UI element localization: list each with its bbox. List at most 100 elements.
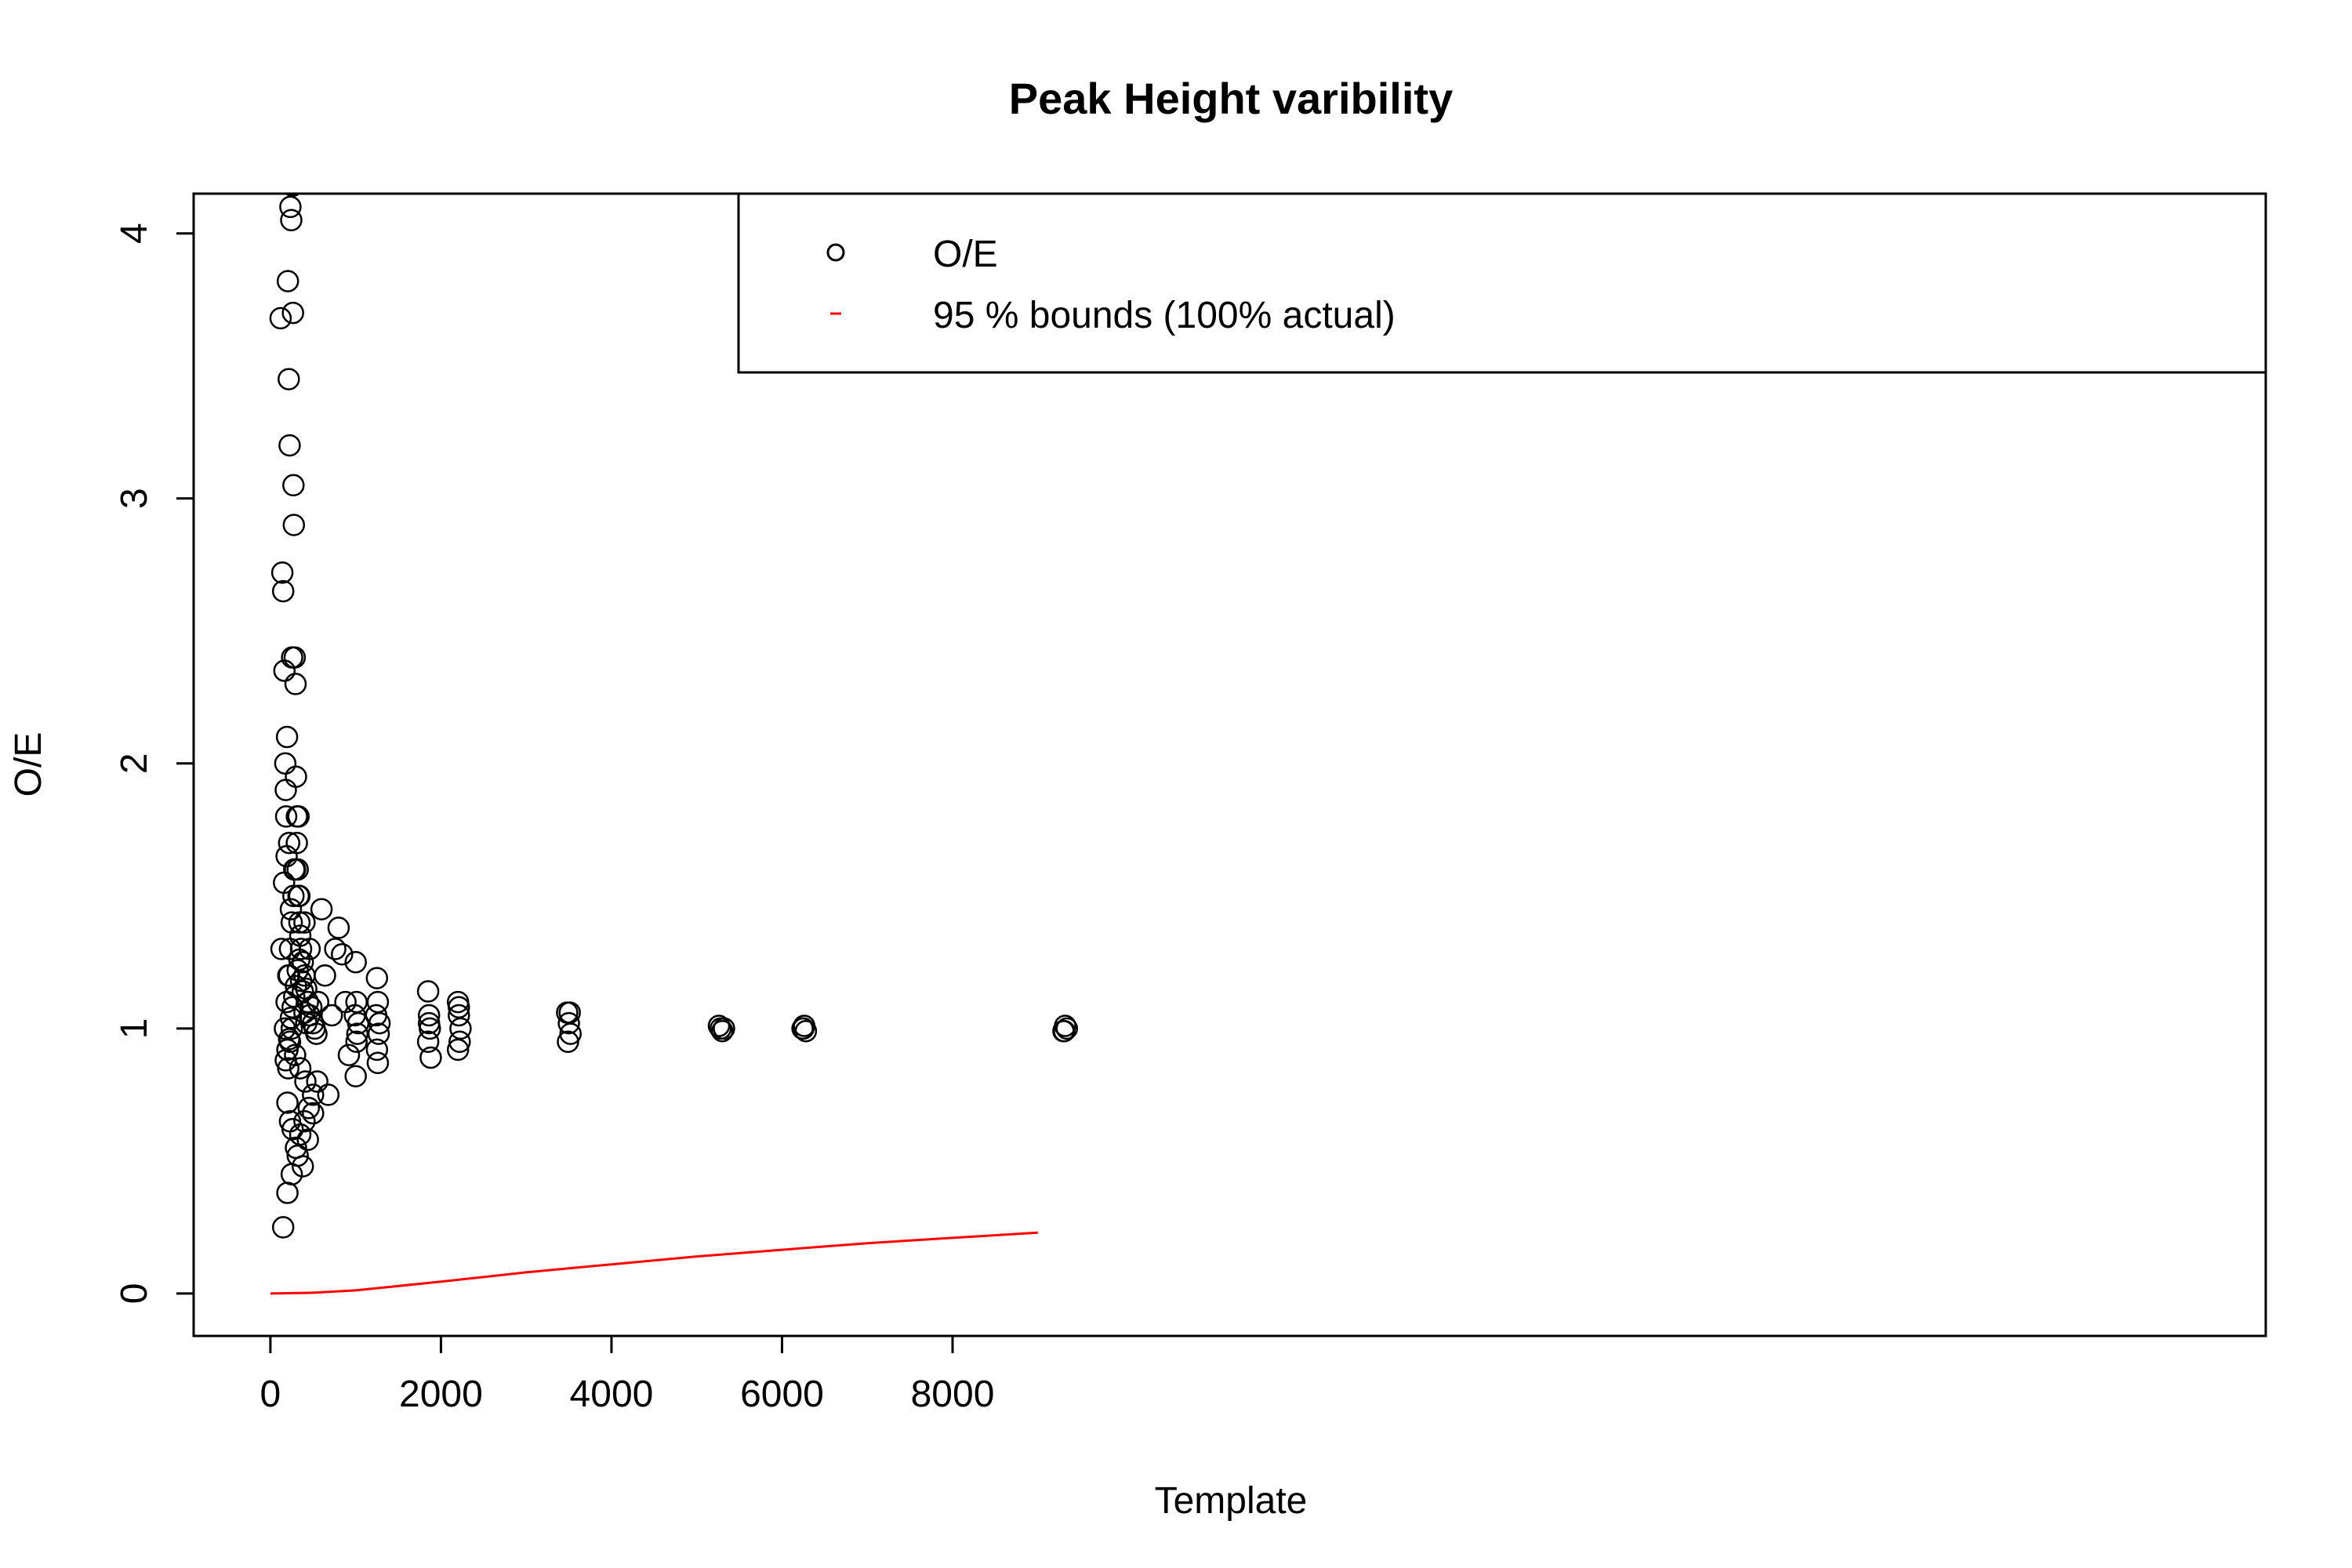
data-point bbox=[283, 646, 307, 669]
chart-title: Peak Height varibility bbox=[1009, 74, 1453, 123]
data-point bbox=[291, 1155, 314, 1178]
legend-label-oe: O/E bbox=[933, 234, 998, 275]
x-tick-label: 6000 bbox=[740, 1374, 824, 1415]
data-point bbox=[295, 1011, 318, 1035]
data-point bbox=[275, 725, 299, 749]
data-point bbox=[279, 1007, 303, 1029]
x-axis: 0 2000 4000 6000 8000 bbox=[260, 1334, 995, 1415]
data-point bbox=[288, 911, 311, 934]
data-point bbox=[302, 1102, 325, 1125]
data-point bbox=[271, 1216, 295, 1239]
data-point bbox=[289, 938, 313, 960]
data-point bbox=[282, 884, 305, 908]
data-point bbox=[711, 1019, 734, 1043]
x-tick-label: 0 bbox=[260, 1374, 281, 1415]
data-point bbox=[289, 969, 313, 993]
data-point bbox=[327, 916, 350, 939]
data-point bbox=[274, 1017, 296, 1040]
data-point bbox=[448, 1004, 470, 1027]
data-point bbox=[416, 1030, 440, 1054]
data-point bbox=[293, 1109, 316, 1133]
data-point bbox=[314, 964, 336, 987]
data-point bbox=[344, 951, 367, 974]
data-point bbox=[417, 1004, 441, 1027]
data-point bbox=[366, 1051, 390, 1075]
data-point bbox=[344, 1065, 367, 1087]
bounds-layer bbox=[270, 1231, 1038, 1295]
data-point bbox=[285, 831, 308, 855]
data-point bbox=[281, 301, 304, 325]
y-tick-label: 4 bbox=[114, 223, 155, 244]
data-point bbox=[448, 1030, 471, 1054]
data-point bbox=[284, 673, 307, 695]
legend-box bbox=[737, 192, 2267, 374]
y-tick-label: 0 bbox=[114, 1283, 155, 1305]
x-tick-label: 2000 bbox=[399, 1374, 483, 1415]
data-point bbox=[794, 1019, 818, 1043]
data-point bbox=[281, 996, 304, 1019]
data-point bbox=[284, 858, 307, 881]
data-point bbox=[293, 1001, 316, 1024]
data-point bbox=[282, 514, 306, 536]
data-point bbox=[278, 831, 301, 855]
data-point bbox=[278, 434, 301, 457]
data-point bbox=[345, 1030, 368, 1054]
data-point bbox=[713, 1017, 735, 1040]
data-point bbox=[297, 1097, 321, 1120]
data-point bbox=[281, 1118, 304, 1141]
y-tick-label: 1 bbox=[114, 1018, 155, 1040]
data-point bbox=[368, 1011, 391, 1035]
data-point bbox=[276, 270, 299, 292]
data-point bbox=[294, 1070, 317, 1093]
data-point bbox=[417, 1011, 441, 1035]
data-point bbox=[557, 1011, 580, 1035]
data-point bbox=[557, 1030, 579, 1054]
data-point bbox=[280, 911, 303, 934]
bounds-line bbox=[270, 1231, 1038, 1295]
data-point bbox=[276, 1091, 299, 1114]
data-point bbox=[310, 898, 333, 920]
data-point bbox=[293, 911, 316, 934]
data-point bbox=[276, 1038, 299, 1062]
data-point bbox=[320, 1004, 343, 1027]
data-point bbox=[331, 942, 354, 966]
y-axis-label: O/E bbox=[8, 732, 49, 797]
x-tick-label: 8000 bbox=[911, 1374, 995, 1415]
data-point bbox=[337, 1044, 361, 1066]
data-point bbox=[286, 959, 309, 982]
data-point bbox=[302, 1083, 325, 1106]
data-point bbox=[274, 1049, 297, 1072]
y-tick-label: 2 bbox=[114, 753, 155, 774]
data-point bbox=[317, 1083, 340, 1106]
data-point bbox=[1055, 1017, 1079, 1040]
y-tick-label: 3 bbox=[114, 488, 155, 509]
data-point bbox=[279, 898, 303, 920]
legend-symbol-points bbox=[826, 243, 845, 262]
points-layer bbox=[269, 194, 1079, 1239]
data-point bbox=[289, 1057, 312, 1080]
data-point bbox=[365, 1038, 389, 1062]
data-point bbox=[269, 307, 292, 330]
data-point bbox=[285, 975, 307, 998]
data-point bbox=[270, 561, 294, 584]
data-point bbox=[285, 194, 301, 198]
data-point bbox=[558, 1001, 581, 1024]
data-point bbox=[419, 1046, 442, 1069]
data-point bbox=[365, 967, 389, 989]
data-point bbox=[1053, 1019, 1076, 1043]
data-point bbox=[282, 474, 305, 497]
data-point bbox=[792, 1017, 815, 1040]
x-axis-label: Template bbox=[1155, 1480, 1308, 1522]
data-point bbox=[446, 1038, 470, 1062]
data-point bbox=[306, 1070, 328, 1093]
data-point bbox=[279, 195, 302, 219]
data-point bbox=[285, 765, 307, 788]
data-point bbox=[271, 579, 295, 603]
legend: O/E 95 % bounds (100% actual) bbox=[737, 192, 2267, 374]
data-point bbox=[287, 805, 310, 828]
data-point bbox=[707, 1014, 731, 1037]
y-axis: 0 1 2 3 4 bbox=[114, 223, 195, 1305]
data-point bbox=[367, 1022, 390, 1045]
data-point bbox=[289, 1123, 312, 1146]
